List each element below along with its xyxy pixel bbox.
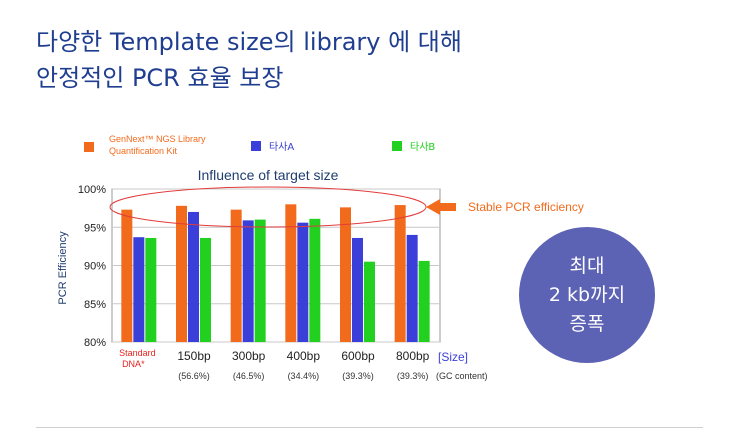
gc-content-value: (34.4%): [288, 371, 320, 381]
legend-swatch-company-a: [251, 141, 261, 151]
bar-company-b-4: [364, 261, 375, 342]
bar-company-a-5: [406, 234, 418, 342]
gc-content-label: (GC content): [436, 371, 488, 381]
max-amplification-badge: 최대 2 kb까지 증폭: [519, 227, 655, 363]
bar-company-b-1: [200, 237, 211, 342]
bar-gennext-2: [230, 209, 242, 342]
badge-line-2: 2 kb까지: [548, 283, 626, 306]
legend-label-company-a: 타사A: [269, 141, 294, 153]
headline-line-2: 안정적인 PCR 효율 보장: [36, 64, 284, 92]
bar-company-a-1: [188, 211, 199, 342]
bar-gennext-3: [285, 204, 297, 342]
y-tick-label: 80%: [84, 337, 106, 349]
gc-content-value: (39.3%): [397, 371, 429, 381]
headline-line-1: 다양한 Template size의 library 에 대해: [36, 28, 462, 56]
gc-content-value: (39.3%): [342, 371, 374, 381]
bar-gennext-1: [176, 205, 187, 342]
x-axis-label: [Size]: [438, 350, 468, 364]
y-tick-label: 90%: [84, 261, 106, 273]
chart-title: Influence of target size: [198, 167, 339, 183]
badge-line-3: 증폭: [569, 312, 605, 335]
bar-company-b-5: [418, 260, 430, 342]
bottom-divider: [36, 427, 703, 428]
bar-gennext-4: [340, 207, 351, 342]
legend-swatch-gennext: [84, 142, 94, 152]
bar-company-b-0: [145, 237, 157, 342]
bar-company-a-2: [242, 220, 254, 342]
y-tick-label: 95%: [84, 222, 106, 234]
bar-company-a-0: [133, 237, 145, 342]
annotation-text: Stable PCR efficiency: [468, 200, 584, 214]
legend-swatch-company-b: [392, 141, 402, 151]
bar-company-a-4: [352, 237, 363, 342]
y-axis-label: PCR Efficiency: [57, 231, 69, 305]
headline: 다양한 Template size의 library 에 대해 안정적인 PCR…: [36, 24, 462, 96]
bar-gennext-0: [121, 209, 133, 342]
annotation-arrow-icon: [426, 199, 456, 215]
bar-company-b-2: [254, 219, 266, 342]
bar-company-b-3: [309, 218, 321, 342]
y-tick-label: 85%: [84, 299, 106, 311]
legend-label-company-b: 타사B: [410, 141, 435, 153]
x-tick-label: 400bp: [287, 349, 321, 363]
badge-line-1: 최대: [569, 254, 605, 277]
gc-content-value: (46.5%): [233, 371, 265, 381]
gc-content-value: (56.6%): [178, 371, 210, 381]
x-tick-label: 800bp: [396, 349, 430, 363]
bar-company-a-3: [297, 222, 309, 342]
x-tick-label: 600bp: [341, 349, 375, 363]
x-tick-label: 300bp: [232, 349, 266, 363]
legend-label-gennext: GenNext™ NGS Library Quantification Kit: [109, 134, 208, 156]
x-tick-label: 150bp: [177, 349, 211, 363]
x-tick-label: Standard DNA*: [119, 348, 156, 369]
y-tick-label: 100%: [78, 184, 106, 196]
bar-gennext-5: [394, 205, 406, 342]
